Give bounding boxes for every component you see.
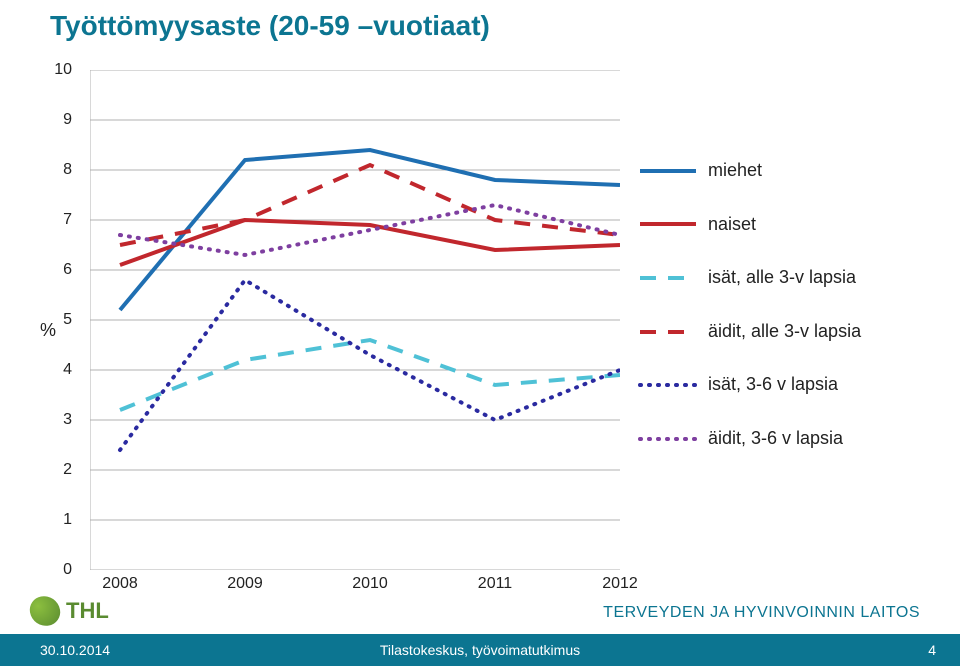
legend-swatch [640,214,696,234]
legend-label: miehet [708,160,910,182]
series-aidit_alle3 [120,165,620,245]
y-tick-label: 3 [40,411,72,429]
legend-swatch [640,375,696,395]
y-axis-labels: 012345678910 [40,70,80,590]
legend-item-aidit_alle3: äidit, alle 3-v lapsia [640,321,910,343]
chart-area: % 012345678910 20082009201020112012 mieh… [40,70,920,590]
y-tick-label: 7 [40,211,72,229]
legend-label: äidit, 3-6 v lapsia [708,428,910,450]
y-tick-label: 10 [40,61,72,79]
y-tick-label: 5 [40,311,72,329]
y-tick-label: 9 [40,111,72,129]
series-isat_3_6 [120,280,620,450]
leaf-icon [28,594,63,629]
legend-label: naiset [708,214,910,236]
legend-swatch [640,429,696,449]
legend-item-miehet: miehet [640,160,910,182]
y-tick-label: 6 [40,261,72,279]
legend-item-isat_alle3: isät, alle 3-v lapsia [640,267,910,289]
legend-label: isät, 3-6 v lapsia [708,374,910,396]
y-tick-label: 0 [40,561,72,579]
x-tick-label: 2010 [352,575,388,593]
y-tick-label: 1 [40,511,72,529]
x-tick-label: 2009 [227,575,263,593]
footer-source: Tilastokeskus, työvoimatutkimus [380,642,580,658]
thl-logo: THL [30,596,109,626]
legend-item-aidit_3_6: äidit, 3-6 v lapsia [640,428,910,450]
legend-label: isät, alle 3-v lapsia [708,267,910,289]
y-tick-label: 8 [40,161,72,179]
page-title: Työttömyysaste (20-59 –vuotiaat) [50,10,490,42]
x-axis-labels: 20082009201020112012 [90,575,620,595]
logo-text: THL [66,598,109,624]
x-tick-label: 2012 [602,575,638,593]
legend-label: äidit, alle 3-v lapsia [708,321,910,343]
chart-legend: miehet naiset isät, alle 3-v lapsia äidit, … [640,160,910,482]
organization-name: TERVEYDEN JA HYVINVOINNIN LAITOS [603,604,920,622]
legend-swatch [640,268,696,288]
footer-bar: 30.10.2014 Tilastokeskus, työvoimatutkim… [0,634,960,666]
footer-page-number: 4 [928,642,936,658]
chart-plot [90,70,620,570]
x-tick-label: 2011 [478,575,512,593]
legend-item-isat_3_6: isät, 3-6 v lapsia [640,374,910,396]
y-tick-label: 2 [40,461,72,479]
footer-date: 30.10.2014 [40,642,110,658]
y-tick-label: 4 [40,361,72,379]
legend-swatch [640,161,696,181]
legend-item-naiset: naiset [640,214,910,236]
x-tick-label: 2008 [102,575,138,593]
legend-swatch [640,322,696,342]
